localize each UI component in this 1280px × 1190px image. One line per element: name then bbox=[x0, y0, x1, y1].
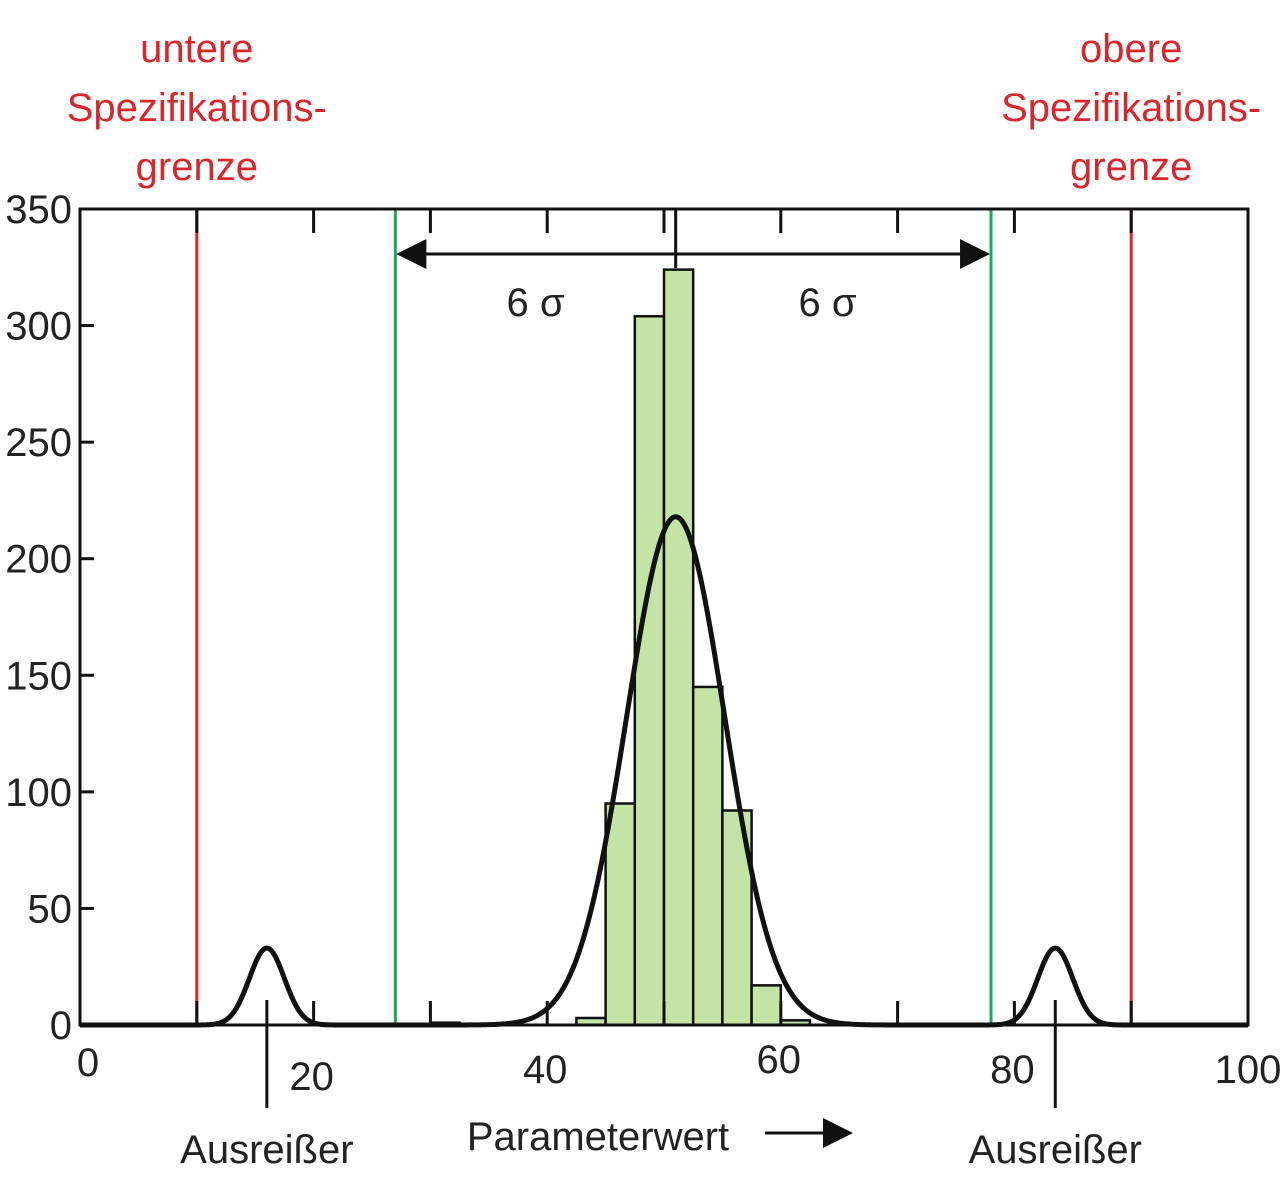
sigma-label: 6 σ bbox=[798, 281, 856, 325]
outlier-label: Ausreißer bbox=[180, 1128, 353, 1172]
histogram-bar bbox=[604, 802, 637, 1027]
spec-limit-label-line: Spezifikations- bbox=[1001, 86, 1261, 130]
y-tick-label: 100 bbox=[5, 771, 72, 815]
y-tick-label: 250 bbox=[5, 421, 72, 465]
y-tick-label: 350 bbox=[5, 188, 72, 232]
histogram-bar bbox=[750, 984, 783, 1027]
x-tick-label: 0 bbox=[77, 1041, 99, 1085]
spec-limit-label-line: Spezifikations- bbox=[67, 86, 327, 130]
distribution-curve bbox=[78, 514, 1250, 1028]
spec-limit-label-line: grenze bbox=[136, 145, 258, 189]
y-tick-label: 300 bbox=[5, 305, 72, 349]
spec-limit-label-line: untere bbox=[140, 27, 253, 71]
x-tick-label: 80 bbox=[990, 1048, 1035, 1092]
outlier-label: Ausreißer bbox=[969, 1128, 1142, 1172]
histogram-bar bbox=[633, 314, 666, 1027]
x-tick-label: 60 bbox=[757, 1038, 802, 1082]
spec-limit-label-line: grenze bbox=[1070, 145, 1192, 189]
y-tick-label: 0 bbox=[50, 1004, 72, 1048]
y-tick-label: 150 bbox=[5, 654, 72, 698]
x-tick-label: 100 bbox=[1215, 1048, 1280, 1092]
y-tick-label: 50 bbox=[28, 887, 73, 931]
x-tick-label: 40 bbox=[523, 1048, 568, 1092]
histogram-bar bbox=[662, 268, 695, 1027]
histogram-bar bbox=[691, 685, 724, 1027]
spec-limit-label-line: obere bbox=[1080, 27, 1182, 71]
x-tick-label: 20 bbox=[289, 1055, 334, 1099]
x-axis-label-group: Parameterwert bbox=[467, 1115, 853, 1159]
x-axis-label: Parameterwert bbox=[467, 1115, 729, 1159]
y-tick-label: 200 bbox=[5, 538, 72, 582]
sigma-label: 6 σ bbox=[506, 281, 564, 325]
